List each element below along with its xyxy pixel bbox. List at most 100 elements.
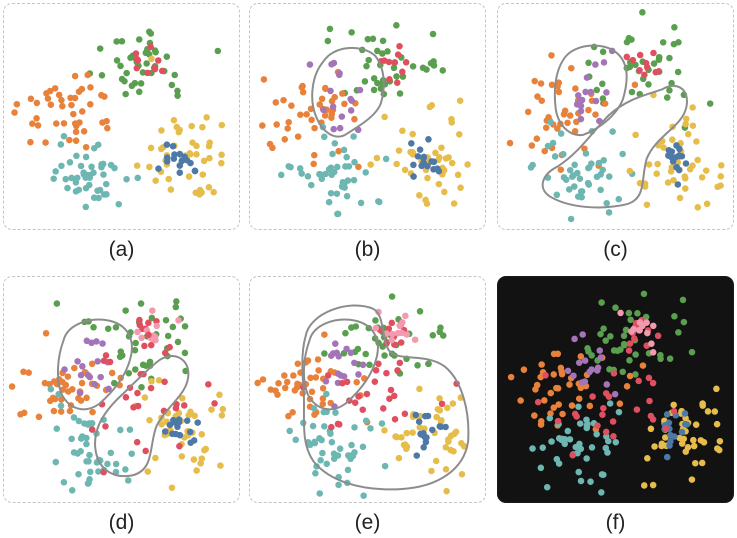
scatter-point-yellow: [148, 55, 155, 63]
scatter-point-teal: [47, 385, 55, 393]
scatter-point-orange: [104, 124, 111, 132]
scatter-point-yellow: [146, 416, 153, 424]
scatter-point-red: [147, 384, 155, 392]
scatter-point-green: [362, 350, 369, 358]
scatter-point-teal: [296, 165, 304, 172]
scatter-point-teal: [362, 417, 370, 424]
scatter-point-teal: [543, 483, 551, 491]
scatter-point-blue: [191, 167, 199, 175]
scatter-point-purple: [571, 335, 578, 343]
scatter-point-teal: [548, 438, 555, 445]
scatter-point-yellow: [690, 436, 697, 444]
scatter-point-orange: [8, 383, 16, 390]
scatter-point-teal: [344, 466, 352, 474]
scatter-point-green: [122, 90, 129, 98]
scatter-point-yellow: [452, 428, 460, 436]
scatter-point-green: [628, 88, 636, 96]
scatter-point-yellow: [202, 445, 210, 453]
scatter-point-green: [151, 47, 159, 54]
scatter-point-yellow: [395, 147, 403, 154]
scatter-point-orange: [299, 82, 306, 90]
scatter-point-yellow: [689, 104, 696, 111]
scatter-point-orange: [341, 100, 348, 108]
scatter-point-yellow: [178, 453, 186, 460]
scatter-point-red: [134, 57, 142, 64]
scatter-point-orange: [80, 127, 88, 135]
scatter-point-orange: [616, 400, 624, 407]
scatter-point-orange: [266, 140, 274, 148]
scatter-point-yellow: [454, 171, 462, 179]
scatter-point-orange: [17, 411, 24, 418]
scatter-point-orange: [72, 128, 80, 136]
scatter-point-green: [663, 94, 671, 101]
scatter-panel-b: [249, 3, 486, 230]
scatter-point-green: [125, 369, 133, 377]
scatter-point-teal: [593, 430, 600, 438]
scatter-point-red: [589, 393, 596, 400]
scatter-point-red: [649, 379, 657, 387]
scatter-point-orange: [557, 166, 565, 173]
lasso-selection-1[interactable]: [553, 44, 628, 136]
scatter-point-yellow: [445, 436, 452, 443]
scatter-point-yellow: [189, 139, 196, 146]
scatter-point-blue: [155, 165, 162, 172]
scatter-point-pink: [644, 329, 651, 337]
scatter-point-green: [142, 49, 150, 57]
scatter-point-yellow: [401, 441, 409, 448]
scatter-point-green: [620, 332, 628, 340]
scatter-point-orange: [42, 330, 50, 337]
scatter-point-orange: [288, 102, 295, 109]
scatter-point-purple: [596, 347, 604, 354]
scatter-point-yellow: [392, 433, 399, 440]
lasso-selection-1[interactable]: [311, 46, 385, 138]
lasso-selection-1[interactable]: [302, 318, 379, 411]
scatter-point-blue: [435, 167, 443, 175]
scatter-point-teal: [572, 443, 580, 451]
scatter-point-yellow: [703, 200, 711, 208]
scatter-point-yellow: [197, 460, 204, 467]
scatter-point-yellow: [409, 130, 416, 138]
scatter-point-green: [214, 47, 222, 55]
scatter-point-teal: [117, 426, 124, 434]
scatter-point-teal: [327, 189, 335, 197]
scatter-point-orange: [355, 163, 362, 171]
scatter-point-orange: [631, 81, 639, 89]
scatter-point-teal: [333, 163, 341, 171]
scatter-point-blue: [413, 452, 421, 459]
scatter-point-teal: [376, 198, 383, 206]
scatter-point-blue: [422, 438, 430, 446]
scatter-point-yellow: [702, 167, 710, 174]
scatter-point-teal: [72, 179, 80, 186]
scatter-point-yellow: [190, 456, 198, 463]
scatter-plot-e: [254, 293, 470, 499]
lasso-selection-2[interactable]: [301, 304, 470, 491]
lasso-selection-1[interactable]: [56, 318, 133, 411]
lasso-selection-2[interactable]: [94, 355, 190, 478]
scatter-point-orange: [558, 367, 565, 375]
scatter-point-teal: [57, 402, 65, 410]
scatter-point-teal: [87, 468, 94, 476]
scatter-point-teal: [588, 444, 596, 451]
scatter-point-orange: [328, 114, 335, 121]
scatter-point-orange: [331, 93, 338, 101]
scatter-point-green: [113, 38, 120, 45]
scatter-point-yellow: [684, 130, 692, 138]
scatter-point-teal: [112, 460, 120, 468]
scatter-point-green: [131, 346, 139, 354]
scatter-point-purple: [586, 368, 593, 376]
scatter-point-yellow: [191, 412, 198, 420]
scatter-point-red: [324, 372, 332, 379]
scatter-point-orange: [27, 138, 34, 146]
lasso-selection-2[interactable]: [541, 84, 688, 209]
scatter-point-purple: [597, 354, 605, 361]
scatter-point-teal: [312, 469, 319, 477]
scatter-point-teal: [555, 460, 563, 467]
scatter-point-green: [414, 362, 421, 369]
scatter-point-green: [390, 64, 398, 72]
scatter-point-yellow: [447, 446, 454, 454]
scatter-point-orange: [554, 385, 562, 392]
scatter-point-teal: [122, 466, 129, 473]
scatter-point-blue: [410, 173, 417, 180]
scatter-point-yellow: [152, 177, 159, 184]
scatter-panel-a: [3, 3, 240, 230]
